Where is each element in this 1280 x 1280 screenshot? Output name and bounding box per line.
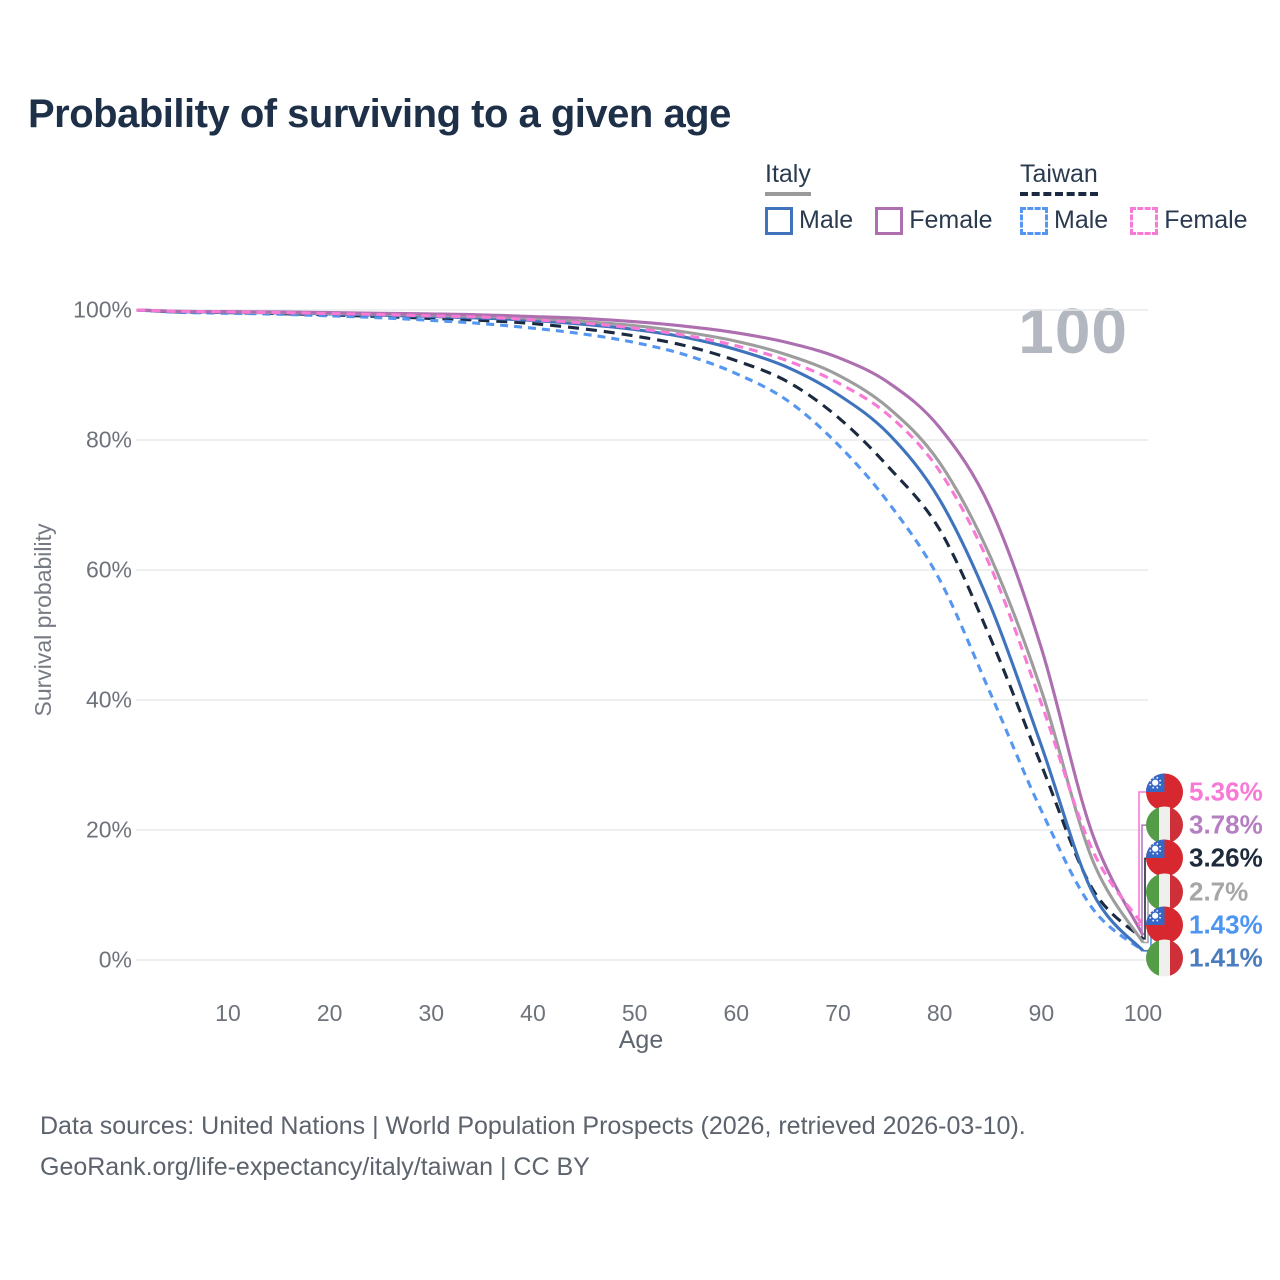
gridlines xyxy=(136,309,1148,961)
legend-swatch-icon[interactable] xyxy=(1020,206,1048,235)
x-axis-title: Age xyxy=(618,1026,664,1054)
legend-item-label: Female xyxy=(1164,206,1248,234)
end-label-value: 3.78% xyxy=(1189,809,1263,840)
survival-curves xyxy=(136,308,1145,952)
legend-group-title: Taiwan xyxy=(1020,160,1098,196)
y-tick-label: 80% xyxy=(85,426,132,453)
y-tick-label: 100% xyxy=(73,296,132,323)
end-label-taiwan-female: 5.36% xyxy=(1146,773,1263,811)
x-tick-label: 60 xyxy=(723,1000,750,1026)
x-tick-label: 40 xyxy=(520,1000,546,1026)
legend-swatch-icon[interactable] xyxy=(1130,206,1159,235)
legend-item-italy-female[interactable]: Female xyxy=(875,206,993,235)
curve-italy[interactable] xyxy=(136,308,1145,944)
end-label-taiwan-male: 1.43% xyxy=(1146,906,1263,944)
end-label-value: 5.36% xyxy=(1189,776,1263,807)
connector-taiwan-female xyxy=(1138,791,1152,927)
legend-group-italy: Italy Male Female xyxy=(765,160,993,235)
x-tick-label: 20 xyxy=(316,1000,343,1026)
curve-taiwan-female[interactable] xyxy=(136,308,1145,927)
end-label-value: 1.41% xyxy=(1189,942,1263,973)
footer-data-sources: Data sources: United Nations | World Pop… xyxy=(40,1112,1026,1140)
curve-italy-male[interactable] xyxy=(136,308,1145,952)
y-tick-label: 40% xyxy=(85,686,132,713)
taiwan-flag-icon xyxy=(1146,839,1183,877)
taiwan-flag-icon xyxy=(1146,773,1183,811)
hover-age-watermark: 100 xyxy=(1018,295,1128,367)
x-tick-label: 50 xyxy=(621,1000,648,1026)
legend-item-label: Female xyxy=(909,206,993,234)
y-tick-label: 60% xyxy=(85,556,132,583)
y-axis-title: Survival probability xyxy=(30,523,56,717)
footer: Data sources: United Nations | World Pop… xyxy=(40,1106,1026,1188)
x-tick-label: 100 xyxy=(1123,1000,1163,1026)
legend-item-taiwan-male[interactable]: Male xyxy=(1020,206,1108,235)
end-label-italy-male: 1.41% xyxy=(1146,939,1263,977)
footer-attribution: GeoRank.org/life-expectancy/italy/taiwan… xyxy=(40,1153,590,1181)
x-tick-label: 30 xyxy=(418,1000,445,1026)
y-tick-label: 20% xyxy=(85,816,132,843)
end-label-italy: 2.7% xyxy=(1146,873,1249,911)
end-label-italy-female: 3.78% xyxy=(1146,806,1263,844)
x-tick-label: 10 xyxy=(215,1000,241,1026)
legend-group-taiwan: Taiwan Male Female xyxy=(1020,160,1248,235)
end-label-taiwan: 3.26% xyxy=(1146,839,1263,877)
x-tick-label: 90 xyxy=(1028,1000,1055,1026)
y-tick-label: 0% xyxy=(98,946,132,973)
curve-taiwan-male[interactable] xyxy=(136,308,1144,952)
legend-item-label: Male xyxy=(1054,206,1109,234)
taiwan-flag-icon xyxy=(1146,906,1183,944)
legend-swatch-icon[interactable] xyxy=(765,206,793,235)
page-title: Probability of surviving to a given age xyxy=(28,92,731,136)
italy-flag-icon xyxy=(1146,939,1183,977)
legend-item-italy-male[interactable]: Male xyxy=(765,206,853,235)
curve-taiwan[interactable] xyxy=(136,308,1145,940)
legend-swatch-icon[interactable] xyxy=(875,206,904,235)
curve-italy-female[interactable] xyxy=(136,308,1145,937)
end-label-value: 2.7% xyxy=(1189,876,1249,907)
x-tick-label: 70 xyxy=(825,1000,851,1026)
legend-item-label: Male xyxy=(799,206,854,234)
italy-flag-icon xyxy=(1146,873,1183,911)
italy-flag-icon xyxy=(1146,806,1183,844)
end-label-value: 1.43% xyxy=(1189,909,1263,940)
x-tick-label: 80 xyxy=(926,1000,953,1026)
legend-item-taiwan-female[interactable]: Female xyxy=(1130,206,1248,235)
end-label-value: 3.26% xyxy=(1189,842,1263,873)
legend-group-title: Italy xyxy=(765,160,811,196)
